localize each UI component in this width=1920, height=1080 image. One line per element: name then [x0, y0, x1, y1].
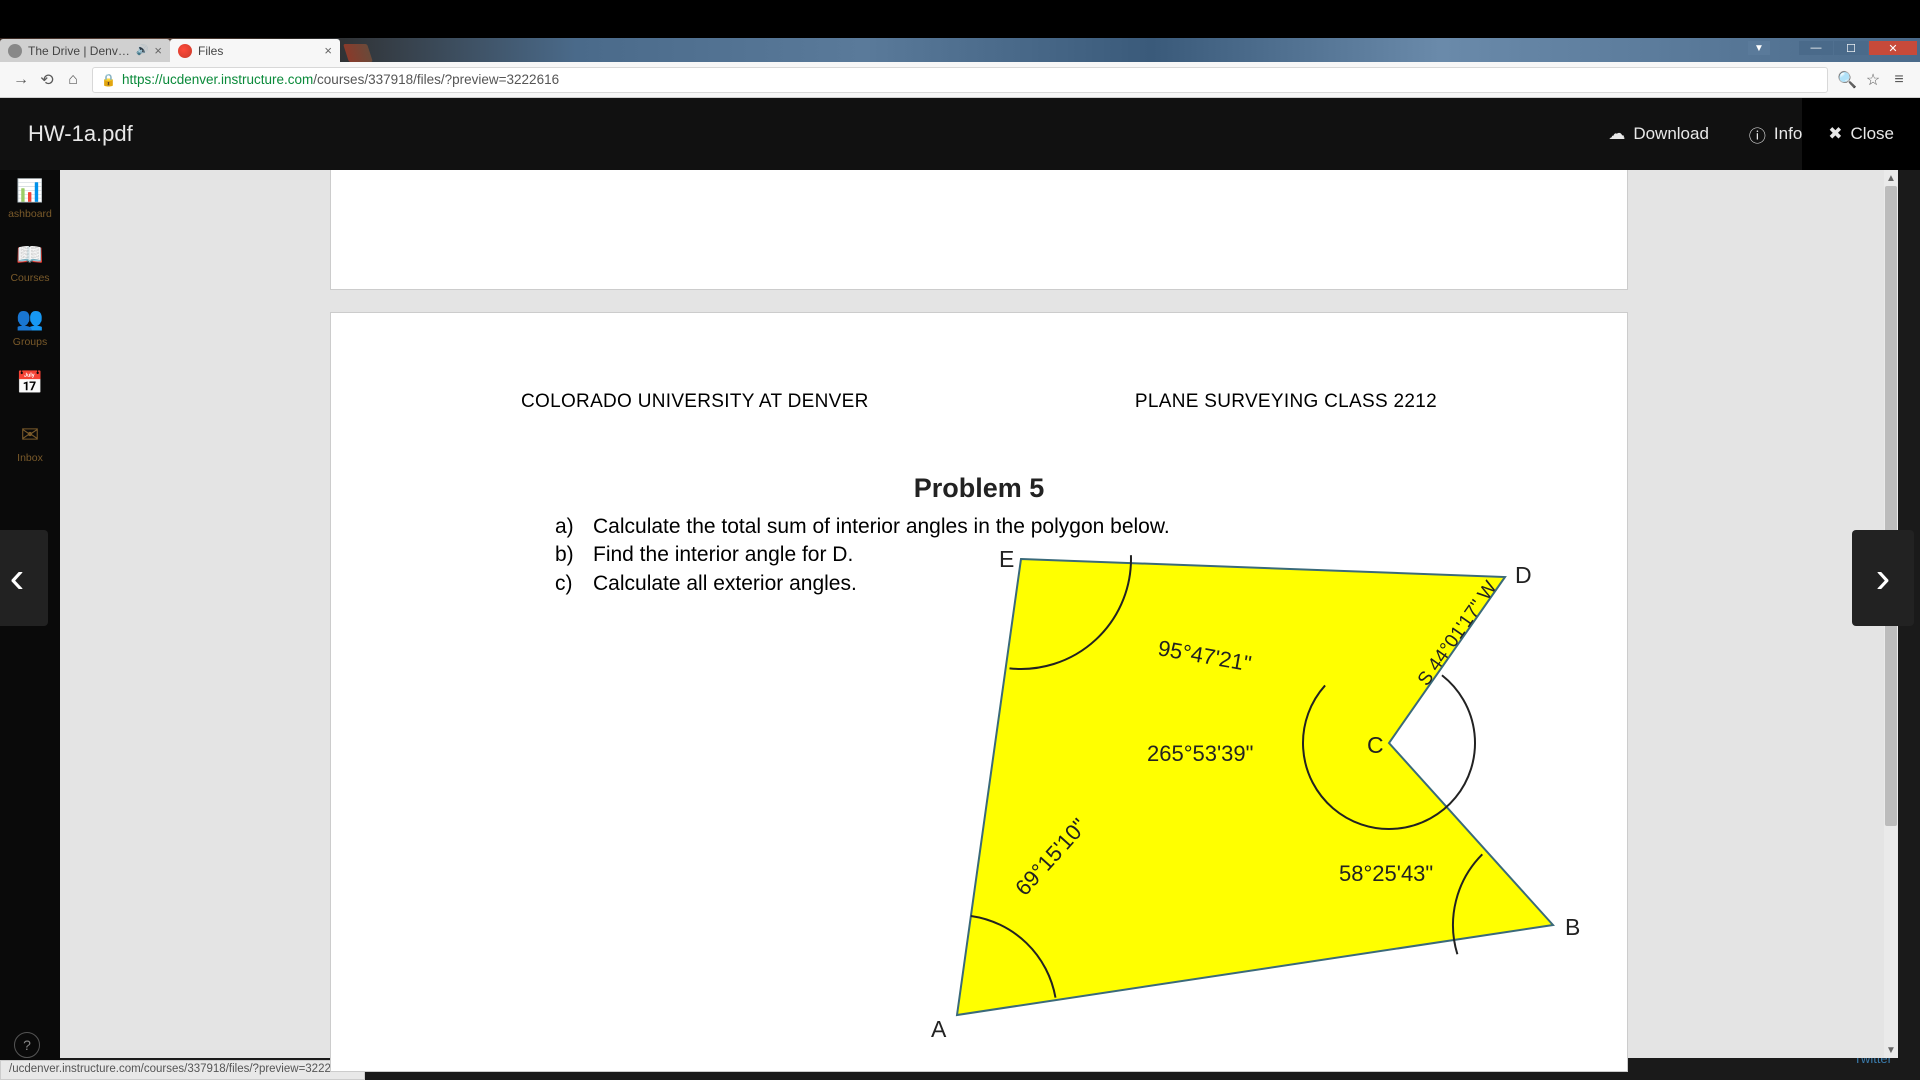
zoom-icon[interactable]: 🔍	[1834, 67, 1860, 93]
lock-icon: 🔒	[101, 73, 116, 87]
close-icon: ✖	[1828, 124, 1842, 144]
question-c: Calculate all exterior angles.	[593, 570, 857, 598]
url-input[interactable]: 🔒 https://ucdenver.instructure.com/cours…	[92, 67, 1828, 93]
file-preview-overlay: HW-1a.pdf ☁Download ⓘInfo ✖Close ‹ › ▲ ▼…	[0, 98, 1920, 1058]
scroll-thumb[interactable]	[1885, 186, 1897, 826]
tab-title: The Drive | Denver's Sp	[28, 44, 132, 58]
svg-text:D: D	[1515, 562, 1532, 588]
question-b: Find the interior angle for D.	[593, 541, 853, 569]
forward-button[interactable]: →	[8, 67, 34, 93]
window-close-button[interactable]: ✕	[1869, 41, 1917, 55]
download-button[interactable]: ☁Download	[1608, 124, 1709, 144]
favicon-icon	[8, 44, 22, 58]
svg-text:265°53'39": 265°53'39"	[1147, 741, 1253, 766]
doc-university: COLORADO UNIVERSITY AT DENVER	[521, 391, 869, 413]
browser-tab-1[interactable]: Files ×	[170, 39, 340, 62]
status-bar: /ucdenver.instructure.com/courses/337918…	[0, 1060, 365, 1080]
prev-file-button[interactable]: ‹	[0, 530, 48, 626]
pdf-page-current: COLORADO UNIVERSITY AT DENVER PLANE SURV…	[330, 312, 1628, 1072]
svg-text:C: C	[1367, 732, 1384, 758]
scroll-down-icon[interactable]: ▼	[1884, 1042, 1898, 1058]
svg-text:58°25'43": 58°25'43"	[1339, 861, 1433, 886]
favicon-icon	[178, 44, 192, 58]
minimize-button[interactable]: —	[1799, 41, 1833, 55]
preview-filename: HW-1a.pdf	[28, 121, 133, 147]
svg-text:E: E	[999, 546, 1014, 572]
new-tab-button[interactable]	[343, 44, 373, 62]
tab-close-icon[interactable]: ×	[324, 43, 332, 58]
bookmark-star-icon[interactable]: ☆	[1860, 67, 1886, 93]
next-file-button[interactable]: ›	[1852, 530, 1914, 626]
download-icon: ☁	[1608, 124, 1625, 144]
tab-title: Files	[198, 44, 318, 58]
question-a: Calculate the total sum of interior angl…	[593, 513, 1170, 541]
address-bar: → ⟲ ⌂ 🔒 https://ucdenver.instructure.com…	[0, 62, 1920, 98]
url-host: https://ucdenver.instructure.com	[122, 72, 313, 87]
menu-icon[interactable]: ≡	[1886, 67, 1912, 93]
window-dropdown-icon[interactable]: ▼	[1748, 41, 1770, 55]
problem-title: Problem 5	[331, 473, 1627, 504]
info-icon: ⓘ	[1749, 122, 1766, 147]
url-path: /courses/337918/files/?preview=3222616	[313, 72, 559, 87]
preview-body: ▲ ▼ COLORADO UNIVERSITY AT DENVER PLANE …	[60, 170, 1898, 1058]
tab-strip: The Drive | Denver's Sp 🔊 × Files ×	[0, 38, 1920, 62]
svg-text:B: B	[1565, 914, 1580, 940]
browser-tab-0[interactable]: The Drive | Denver's Sp 🔊 ×	[0, 39, 170, 62]
preview-header: HW-1a.pdf ☁Download ⓘInfo ✖Close	[0, 98, 1920, 170]
doc-class: PLANE SURVEYING CLASS 2212	[1135, 391, 1437, 413]
pdf-page-previous	[330, 170, 1628, 290]
maximize-button[interactable]: ☐	[1834, 41, 1868, 55]
window-controls: — ☐ ✕	[1798, 41, 1917, 55]
svg-text:A: A	[931, 1016, 947, 1042]
tab-close-icon[interactable]: ×	[154, 43, 162, 58]
sound-icon[interactable]: 🔊	[136, 45, 148, 56]
close-button[interactable]: ✖Close	[1802, 98, 1920, 170]
home-button[interactable]: ⌂	[60, 67, 86, 93]
polygon-diagram: ABCDE95°47'21"265°53'39"69°15'10"58°25'4…	[917, 547, 1597, 1067]
info-button[interactable]: ⓘInfo	[1749, 122, 1802, 147]
scroll-up-icon[interactable]: ▲	[1884, 170, 1898, 186]
reload-button[interactable]: ⟲	[34, 67, 60, 93]
